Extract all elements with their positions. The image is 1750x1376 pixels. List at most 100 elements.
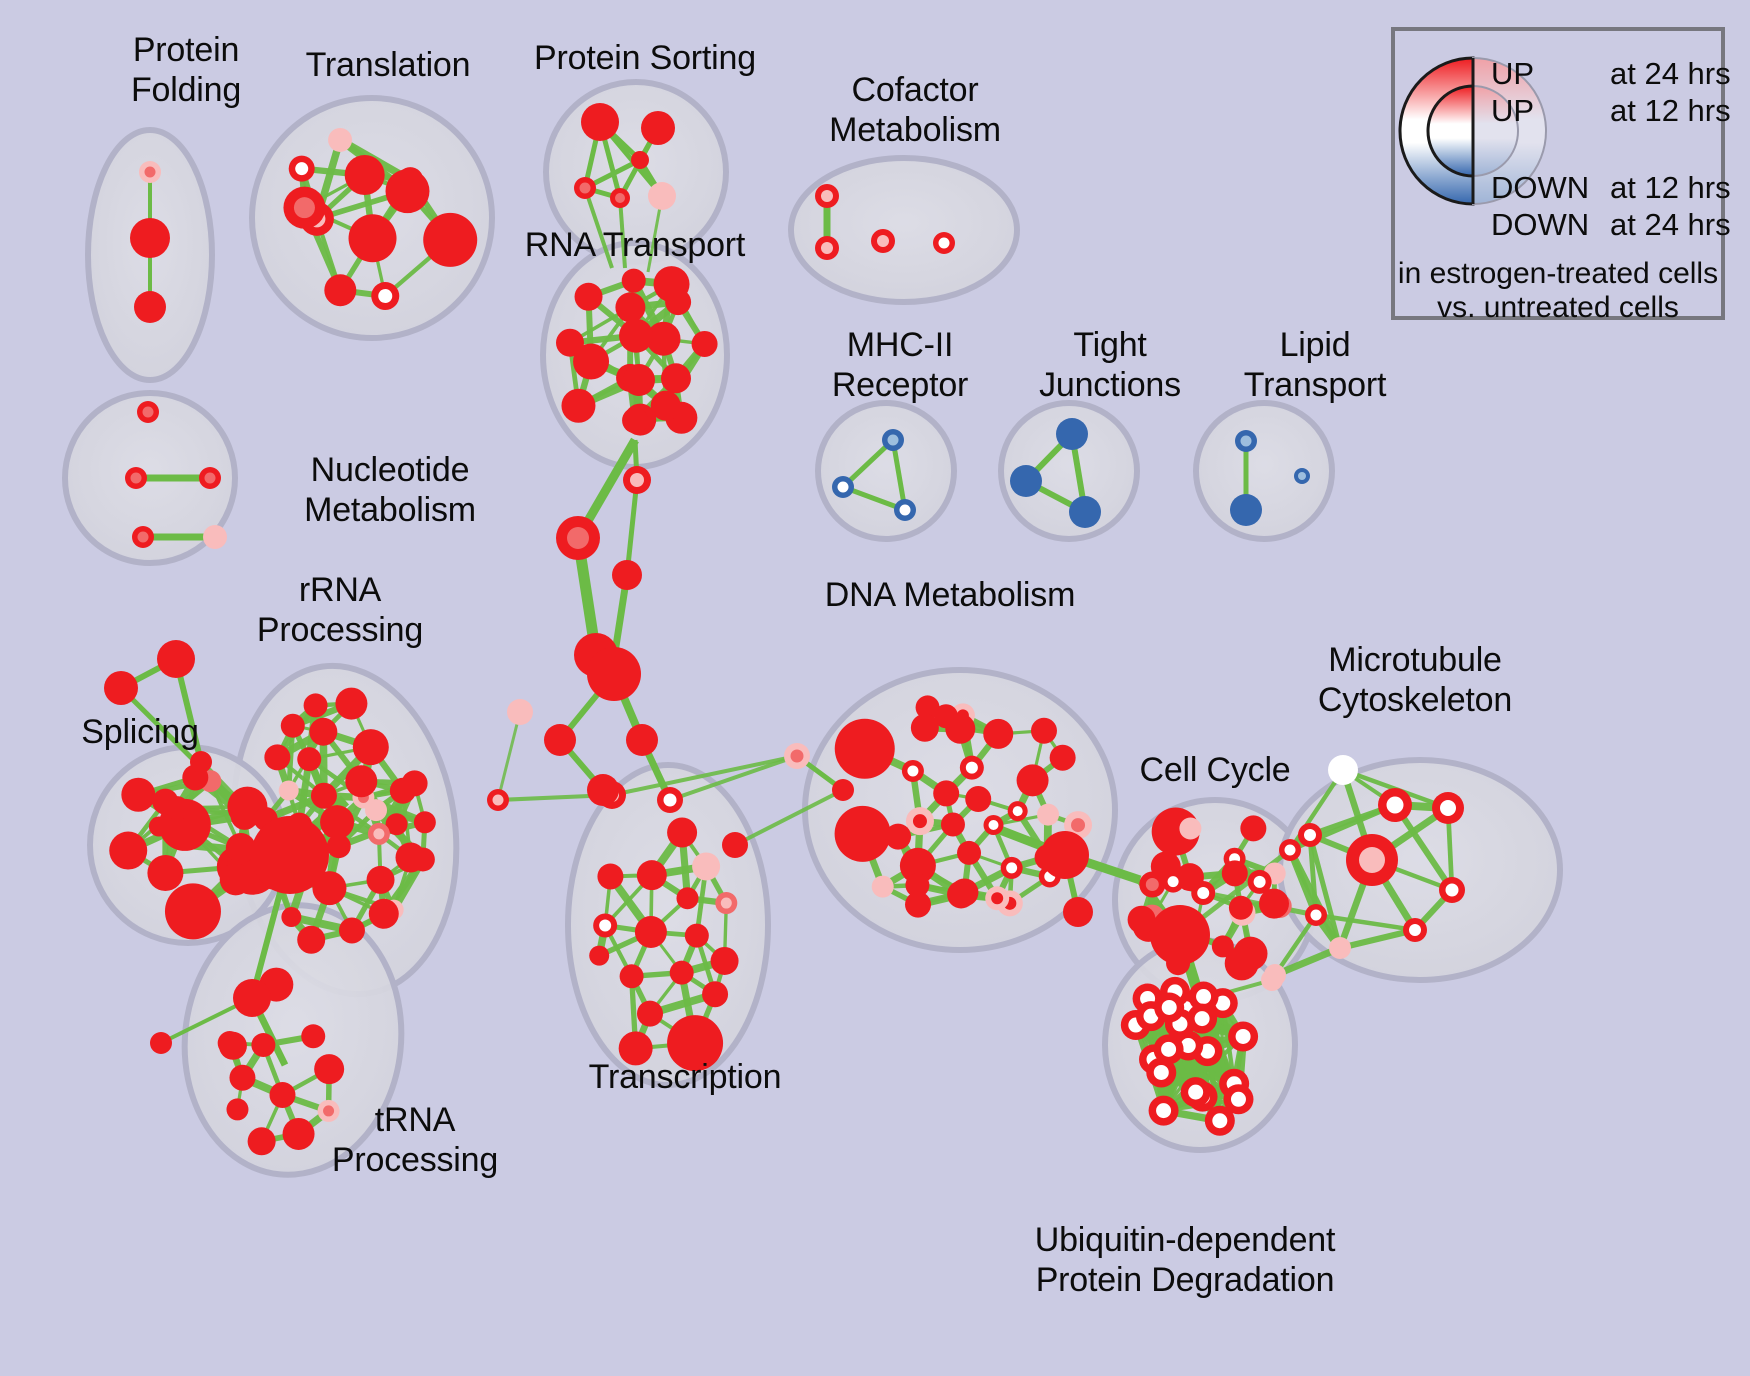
- node-ubiquitin-degradation: [1154, 992, 1185, 1023]
- node-dna-metabolism: [950, 878, 979, 907]
- node-dna-metabolism: [957, 840, 982, 865]
- node-translation: [385, 169, 430, 214]
- node-microtubule-cytoskeleton: [1378, 788, 1412, 822]
- node-rna-transport: [621, 268, 646, 293]
- node-microtubule-cytoskeleton: [1298, 823, 1322, 847]
- node-transcription: [722, 832, 748, 858]
- cluster-label-lipid-transport: Lipid Transport: [1243, 326, 1387, 404]
- network-edge: [611, 754, 798, 797]
- network-edge: [618, 197, 627, 269]
- node-cell-cycle: [1258, 888, 1289, 919]
- node-translation: [423, 212, 478, 267]
- node-trna-processing: [269, 1081, 296, 1108]
- node-rna-transport: [622, 407, 649, 434]
- node-rrna-processing: [367, 822, 390, 845]
- node-rrna-processing: [385, 813, 408, 836]
- node-dna-metabolism: [985, 886, 1010, 911]
- cluster-label-microtubule-cytoskeleton: Microtubule Cytoskeleton: [1317, 641, 1513, 719]
- node-microtubule-cytoskeleton: [1305, 904, 1327, 926]
- node-rrna-processing: [368, 898, 399, 929]
- cluster-bubble-cofactor-metabolism: [788, 155, 1020, 305]
- node-lipid-transport: [1230, 494, 1262, 526]
- node-protein-folding: [134, 291, 166, 323]
- node-transcription: [636, 1000, 663, 1027]
- node-translation: [283, 186, 326, 229]
- node-transcription: [667, 1015, 724, 1072]
- network-edge: [1315, 912, 1416, 933]
- node-nucleotide-metabolism: [203, 525, 227, 549]
- node-dna-metabolism: [905, 807, 934, 836]
- node-dna-metabolism: [1000, 856, 1023, 879]
- node-translation: [371, 282, 400, 311]
- node-trna-processing: [226, 1098, 249, 1121]
- cluster-label-dna-metabolism: DNA Metabolism: [824, 576, 1076, 614]
- node-dna-metabolism: [834, 718, 895, 779]
- node-transcription: [487, 789, 509, 811]
- node-rna-transport: [574, 282, 603, 311]
- cluster-bubble-tight-junctions: [998, 400, 1140, 542]
- node-ubiquitin-degradation: [1188, 981, 1219, 1012]
- node-rna-transport: [556, 516, 600, 560]
- node-trna-processing: [251, 1033, 276, 1058]
- node-ubiquitin-degradation: [1228, 1021, 1259, 1052]
- node-mhc-ii-receptor: [894, 499, 916, 521]
- node-protein-sorting: [581, 103, 619, 141]
- node-rna-transport: [561, 388, 596, 423]
- node-transcription: [676, 887, 699, 910]
- node-rna-transport: [691, 330, 718, 357]
- node-rrna-processing: [413, 811, 436, 834]
- node-splicing: [104, 671, 138, 705]
- node-dna-metabolism: [1007, 801, 1028, 822]
- node-splicing: [121, 777, 156, 812]
- node-transcription: [619, 964, 644, 989]
- node-lipid-transport: [1294, 468, 1310, 484]
- node-dna-metabolism: [1030, 717, 1057, 744]
- node-nucleotide-metabolism: [125, 467, 147, 489]
- node-splicing: [157, 640, 195, 678]
- legend-glyph: [1398, 56, 1547, 206]
- node-dna-metabolism: [885, 823, 912, 850]
- node-rna-transport: [622, 364, 655, 397]
- node-dna-metabolism: [871, 875, 894, 898]
- node-rrna-processing: [281, 907, 302, 928]
- cluster-label-transcription: Transcription: [588, 1058, 782, 1096]
- node-tight-junctions: [1069, 496, 1101, 528]
- node-cell-cycle: [1240, 815, 1267, 842]
- node-transcription: [593, 913, 618, 938]
- node-microtubule-cytoskeleton: [1264, 964, 1286, 986]
- node-trna-processing: [233, 979, 271, 1017]
- node-rna-transport: [619, 318, 654, 353]
- node-rrna-processing: [312, 871, 347, 906]
- node-rrna-processing: [278, 780, 299, 801]
- node-transcription: [618, 1031, 653, 1066]
- node-dna-metabolism: [933, 780, 960, 807]
- cluster-label-protein-folding: Protein Folding: [130, 31, 242, 109]
- node-microtubule-cytoskeleton: [1346, 834, 1398, 886]
- node-nucleotide-metabolism: [137, 401, 159, 423]
- node-transcription: [507, 699, 533, 725]
- node-rrna-processing: [326, 834, 351, 859]
- node-transcription: [634, 915, 667, 948]
- node-trna-processing: [314, 1054, 345, 1085]
- node-tight-junctions: [1010, 465, 1042, 497]
- node-protein-sorting: [610, 188, 630, 208]
- node-dna-metabolism: [905, 873, 930, 898]
- node-splicing: [225, 832, 256, 863]
- node-ubiquitin-degradation: [1204, 1105, 1235, 1136]
- cluster-label-trna-processing: tRNA Processing: [331, 1101, 499, 1179]
- node-microtubule-cytoskeleton: [1403, 918, 1427, 942]
- cluster-label-ubiquitin-degradation: Ubiquitin-dependent Protein Degradation: [1034, 1221, 1336, 1299]
- network-edge: [1273, 944, 1342, 979]
- node-splicing: [164, 883, 221, 940]
- legend-state-0: UP: [1491, 56, 1535, 91]
- node-rrna-processing: [345, 765, 378, 798]
- node-translation: [348, 214, 397, 263]
- node-transcription: [544, 724, 576, 756]
- node-cell-cycle: [1179, 817, 1202, 840]
- node-transcription: [589, 945, 610, 966]
- node-rrna-processing: [310, 782, 337, 809]
- node-mhc-ii-receptor: [832, 476, 854, 498]
- node-trna-processing: [282, 1117, 315, 1150]
- node-lipid-transport: [1235, 430, 1257, 452]
